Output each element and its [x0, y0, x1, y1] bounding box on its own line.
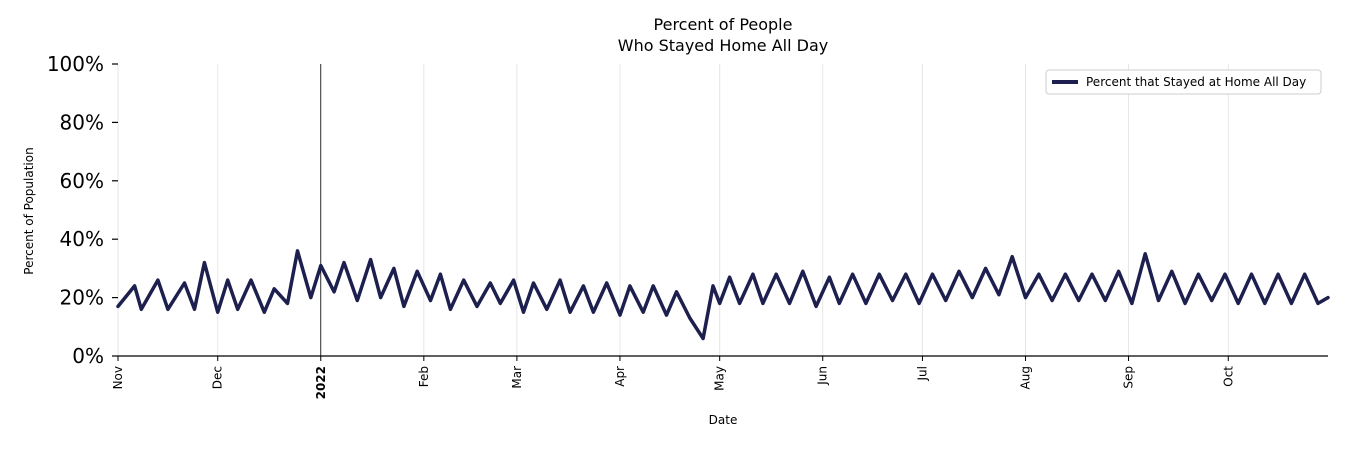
x-tick-label-2022: 2022 — [314, 366, 328, 399]
x-tick-label-feb: Feb — [417, 366, 431, 387]
x-tick-label-dec: Dec — [211, 366, 225, 389]
y-tick-label-0: 0% — [72, 344, 104, 368]
legend: Percent that Stayed at Home All Day — [1045, 69, 1322, 95]
y-axis-label: Percent of Population — [22, 147, 36, 274]
x-tick-label-jun: Jun — [816, 366, 830, 386]
y-tick-label-60: 60% — [60, 169, 104, 193]
x-tick-label-mar: Mar — [510, 366, 524, 389]
x-tick-label-may: May — [713, 366, 727, 391]
legend-box — [1045, 69, 1322, 95]
legend-label: Percent that Stayed at Home All Day — [1086, 75, 1306, 89]
series — [116, 249, 1330, 341]
y-ticks: 0% 20% 40% 60% 80% 100% — [47, 52, 118, 368]
x-tick-label-apr: Apr — [613, 366, 627, 387]
y-tick-label-20: 20% — [60, 286, 104, 310]
x-tick-label-aug: Aug — [1019, 366, 1033, 389]
chart-title-line-1: Percent of People — [654, 15, 793, 34]
x-axis-label: Date — [709, 413, 738, 427]
x-ticks: Nov Dec 2022 Feb Mar Apr May Jun Jul Aug Sep Oct — [111, 356, 1235, 399]
y-tick-label-100: 100% — [47, 52, 104, 76]
x-tick-label-jul: Jul — [915, 366, 929, 381]
grid-lines — [117, 64, 1229, 356]
y-tick-label-80: 80% — [60, 110, 104, 134]
series-line-0 — [116, 249, 1330, 341]
y-tick-label-40: 40% — [60, 227, 104, 251]
x-tick-label-oct: Oct — [1221, 366, 1235, 387]
chart-title-line-2: Who Stayed Home All Day — [618, 36, 828, 55]
x-tick-label-sep: Sep — [1122, 366, 1136, 389]
x-tick-label-nov: Nov — [111, 366, 125, 389]
